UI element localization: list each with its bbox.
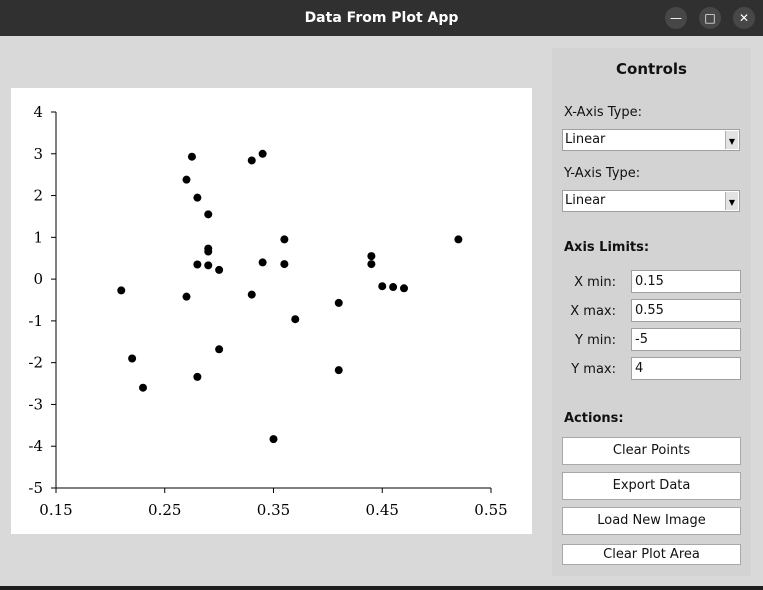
- axis-limits-label: Axis Limits:: [564, 240, 650, 255]
- data-point: [247, 290, 256, 299]
- data-point: [193, 193, 202, 202]
- x-tick-label: 0.45: [366, 501, 399, 519]
- data-point: [204, 247, 213, 256]
- ymin-label: Y min:: [575, 333, 616, 348]
- data-point: [258, 149, 267, 158]
- bottom-edge: [0, 586, 763, 590]
- window-title: Data From Plot App: [304, 10, 459, 26]
- data-point: [204, 261, 213, 270]
- maximize-icon[interactable]: □: [699, 7, 721, 29]
- data-point: [139, 383, 147, 392]
- data-point: [247, 156, 256, 165]
- xmax-input[interactable]: [631, 299, 741, 322]
- data-point: [334, 298, 343, 307]
- data-point: [193, 372, 202, 381]
- controls-panel: Controls X-Axis Type: Linear ▼ Y-Axis Ty…: [552, 48, 751, 576]
- y-tick-label: 2: [33, 187, 43, 205]
- ymax-input[interactable]: [631, 357, 741, 380]
- minimize-icon[interactable]: —: [665, 7, 687, 29]
- actions-label: Actions:: [564, 411, 624, 426]
- data-point: [193, 260, 202, 269]
- x-tick-label: 0.35: [257, 501, 290, 519]
- data-point: [400, 284, 408, 293]
- controls-title: Controls: [616, 60, 687, 78]
- y-tick-label: -4: [28, 437, 43, 455]
- load-new-image-button[interactable]: Load New Image: [562, 507, 741, 535]
- data-point: [454, 235, 463, 244]
- scatter-plot[interactable]: 4 3 2 1 0 -1 -2 -3 -4 -5 0.15 0.25 0.35 0.45 0.55: [11, 88, 532, 534]
- xmin-input[interactable]: [631, 270, 741, 293]
- ymin-input[interactable]: [631, 328, 741, 351]
- x-tick-label: 0.15: [39, 501, 72, 519]
- data-point: [204, 210, 213, 219]
- y-tick-label: 4: [33, 103, 43, 121]
- y-tick-label: 1: [33, 228, 43, 246]
- export-data-button[interactable]: Export Data: [562, 472, 741, 500]
- x-axis-type-label: X-Axis Type:: [564, 105, 643, 120]
- clear-plot-area-button[interactable]: Clear Plot Area: [562, 544, 741, 565]
- data-point: [187, 152, 196, 161]
- x-tick-label: 0.25: [148, 501, 181, 519]
- ymax-label: Y max:: [571, 362, 616, 377]
- data-point: [182, 292, 191, 301]
- y-axis-type-select[interactable]: Linear ▼: [562, 190, 740, 212]
- data-point: [367, 260, 376, 269]
- x-axis-type-value: Linear: [565, 132, 606, 147]
- data-point: [182, 175, 191, 184]
- data-point: [280, 235, 289, 244]
- xmin-label: X min:: [574, 275, 616, 290]
- data-point: [280, 260, 289, 269]
- data-point: [215, 345, 224, 354]
- y-tick-label: -1: [28, 312, 43, 330]
- data-point: [117, 286, 126, 295]
- clear-points-button[interactable]: Clear Points: [562, 437, 741, 465]
- close-icon[interactable]: ✕: [733, 7, 755, 29]
- data-point: [389, 283, 398, 292]
- x-axis-type-select[interactable]: Linear ▼: [562, 129, 740, 151]
- data-point: [334, 366, 343, 375]
- data-point: [367, 252, 376, 261]
- chevron-down-icon[interactable]: ▼: [725, 192, 738, 210]
- data-point: [378, 282, 387, 291]
- data-point: [269, 435, 278, 444]
- data-point: [258, 258, 267, 267]
- plot-canvas[interactable]: 4 3 2 1 0 -1 -2 -3 -4 -5 0.15 0.25 0.35 0.45 0.55: [11, 88, 532, 534]
- chevron-down-icon[interactable]: ▼: [725, 131, 738, 149]
- y-tick-label: 3: [33, 145, 43, 163]
- y-tick-label: -5: [28, 479, 43, 497]
- title-bar[interactable]: Data From Plot App — □ ✕: [0, 0, 763, 36]
- y-tick-label: 0: [33, 270, 43, 288]
- y-axis-type-label: Y-Axis Type:: [564, 166, 641, 181]
- y-tick-label: -2: [28, 354, 43, 372]
- data-point: [291, 315, 300, 324]
- data-point: [215, 265, 224, 274]
- y-axis-type-value: Linear: [565, 193, 606, 208]
- x-tick-label: 0.55: [474, 501, 507, 519]
- data-point: [128, 354, 137, 363]
- xmax-label: X max:: [570, 304, 616, 319]
- y-tick-label: -3: [28, 395, 43, 413]
